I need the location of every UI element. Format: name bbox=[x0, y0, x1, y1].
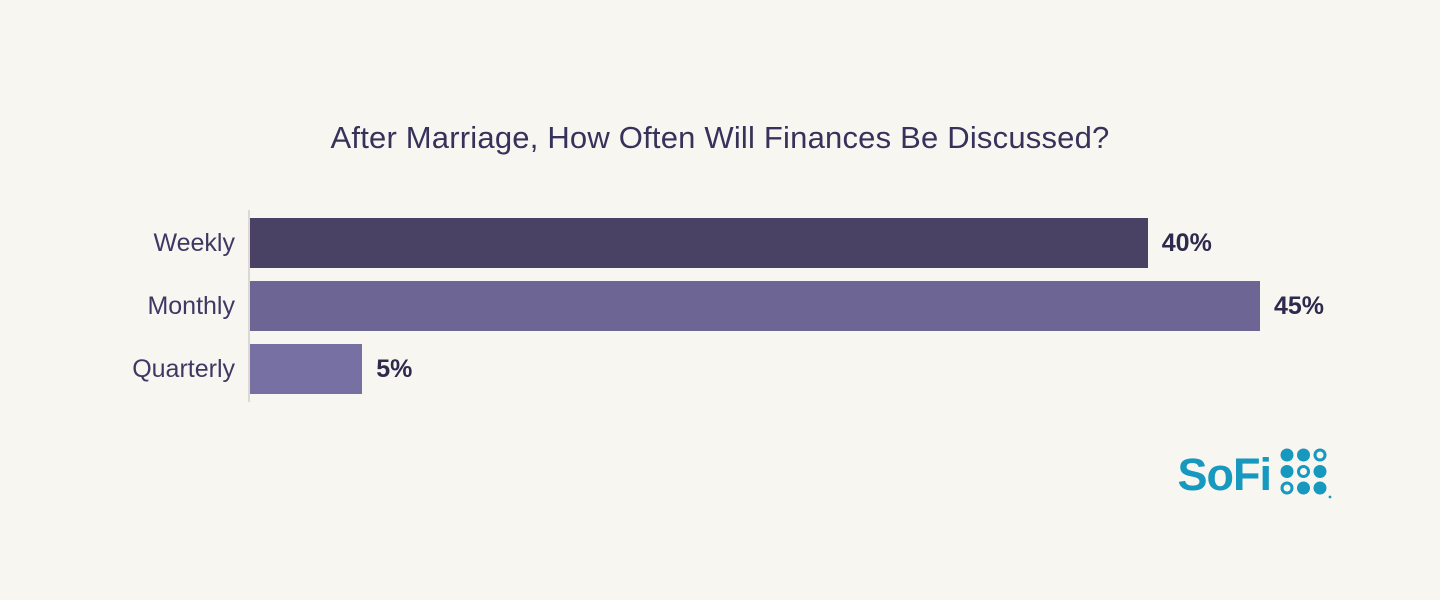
sofi-wordmark: SoFi bbox=[1177, 448, 1272, 500]
sofi-dots-grid-icon bbox=[1280, 448, 1332, 499]
bar-track: 40% bbox=[250, 218, 1260, 268]
chart-title: After Marriage, How Often Will Finances … bbox=[330, 120, 1110, 155]
sofi-logo: SoFi bbox=[1178, 448, 1333, 500]
value-label-weekly: 40% bbox=[1161, 228, 1212, 257]
bar-weekly bbox=[250, 218, 1148, 268]
bar-quarterly bbox=[250, 344, 363, 394]
category-label-weekly: Weekly bbox=[153, 228, 235, 257]
bar-track: 5% bbox=[250, 344, 1260, 394]
chart-row-weekly: Weekly 40% bbox=[0, 218, 1440, 268]
bar-track: 45% bbox=[250, 281, 1324, 331]
chart-row-monthly: Monthly 45% bbox=[0, 281, 1440, 331]
chart-rows: Weekly 40% Monthly 45% Quarterly 5% bbox=[0, 210, 1440, 402]
value-label-monthly: 45% bbox=[1274, 291, 1325, 320]
bar-monthly bbox=[250, 281, 1260, 331]
category-label-monthly: Monthly bbox=[147, 291, 235, 320]
value-label-quarterly: 5% bbox=[376, 354, 413, 383]
y-axis-line bbox=[248, 210, 250, 402]
trademark-dot bbox=[1328, 495, 1332, 499]
bar-chart: Weekly 40% Monthly 45% Quarterly 5% bbox=[0, 210, 1440, 402]
chart-row-quarterly: Quarterly 5% bbox=[0, 344, 1440, 394]
category-label-quarterly: Quarterly bbox=[132, 354, 235, 383]
